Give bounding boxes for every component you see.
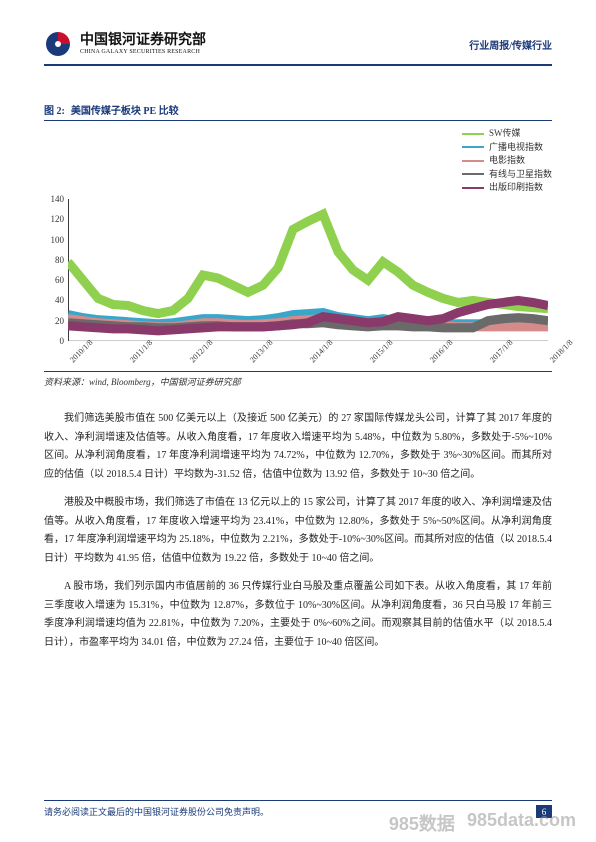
y-tick-label: 20 — [55, 316, 64, 326]
legend-item: SW传媒 — [462, 127, 552, 141]
x-tick-label: 2011/1/8 — [128, 338, 154, 364]
y-tick-label: 80 — [55, 255, 64, 265]
x-tick-label: 2017/1/8 — [488, 338, 514, 364]
figure-source: 资料来源：wind, Bloomberg，中国银河证券研究部 — [44, 371, 552, 388]
y-tick-label: 0 — [60, 336, 65, 346]
legend-item: 有线与卫星指数 — [462, 168, 552, 182]
body-text: 我们筛选美股市值在 500 亿美元以上（及接近 500 亿美元）的 27 家国际… — [44, 410, 552, 652]
header-category: 行业周报/传媒行业 — [469, 37, 552, 52]
paragraph-1: 我们筛选美股市值在 500 亿美元以上（及接近 500 亿美元）的 27 家国际… — [44, 410, 552, 484]
footer-disclaimer: 请务必阅读正文最后的中国银河证券股份公司免责声明。 — [44, 805, 269, 818]
chart-series-line — [68, 214, 548, 313]
legend-item: 电影指数 — [462, 154, 552, 168]
legend-swatch — [462, 173, 484, 175]
legend-label: 电影指数 — [489, 154, 525, 168]
logo-icon — [44, 30, 72, 58]
logo-text-cn: 中国银河证券研究部 — [80, 33, 206, 48]
legend-label: SW传媒 — [489, 127, 521, 141]
pe-comparison-chart: SW传媒广播电视指数电影指数有线与卫星指数出版印刷指数 0 20 40 60 80 100… — [44, 127, 552, 367]
legend-swatch — [462, 187, 484, 189]
figure-title: 美国传媒子板块 PE 比较 — [71, 102, 179, 117]
x-tick-label: 2015/1/8 — [368, 338, 394, 364]
y-tick-label: 120 — [51, 214, 65, 224]
legend-swatch — [462, 133, 484, 135]
x-axis-ticks: 2010/1/8 2011/1/8 2012/1/8 2013/1/8 2014/1/8… — [68, 341, 548, 367]
watermark-left: 985数据 — [389, 810, 455, 836]
legend-item: 出版印刷指数 — [462, 181, 552, 195]
y-tick-label: 100 — [51, 235, 65, 245]
paragraph-3: A 股市场，我们列示国内市值居前的 36 只传媒行业白马股及重点覆盖公司如下表。… — [44, 578, 552, 652]
legend-swatch — [462, 160, 484, 162]
x-tick-label: 2012/1/8 — [188, 338, 214, 364]
y-tick-label: 40 — [55, 295, 64, 305]
y-tick-label: 140 — [51, 194, 65, 204]
figure-caption: 图 2: 美国传媒子板块 PE 比较 — [44, 102, 552, 121]
legend-label: 有线与卫星指数 — [489, 168, 552, 182]
watermark-right: 985data.com — [467, 810, 576, 836]
y-axis-ticks: 020406080100120140 — [44, 199, 68, 341]
chart-plot-area — [68, 199, 548, 341]
y-tick-label: 60 — [55, 275, 64, 285]
x-tick-label: 2018/1/8 — [548, 338, 574, 364]
logo-text-en: CHINA GALAXY SECURITIES RESEARCH — [80, 49, 206, 55]
legend-item: 广播电视指数 — [462, 141, 552, 155]
paragraph-2: 港股及中概股市场，我们筛选了市值在 13 亿元以上的 15 家公司，计算了其 2… — [44, 494, 552, 568]
x-tick-label: 2014/1/8 — [308, 338, 334, 364]
x-tick-label: 2013/1/8 — [248, 338, 274, 364]
figure-label: 图 2: — [44, 102, 65, 117]
x-tick-label: 2016/1/8 — [428, 338, 454, 364]
legend-swatch — [462, 146, 484, 148]
chart-legend: SW传媒广播电视指数电影指数有线与卫星指数出版印刷指数 — [462, 127, 552, 195]
logo-block: 中国银河证券研究部 CHINA GALAXY SECURITIES RESEAR… — [44, 30, 206, 58]
legend-label: 广播电视指数 — [489, 141, 543, 155]
x-tick-label: 2010/1/8 — [68, 338, 94, 364]
watermark: 985数据 985data.com — [389, 810, 576, 836]
page-header: 中国银河证券研究部 CHINA GALAXY SECURITIES RESEAR… — [44, 30, 552, 66]
legend-label: 出版印刷指数 — [489, 181, 543, 195]
